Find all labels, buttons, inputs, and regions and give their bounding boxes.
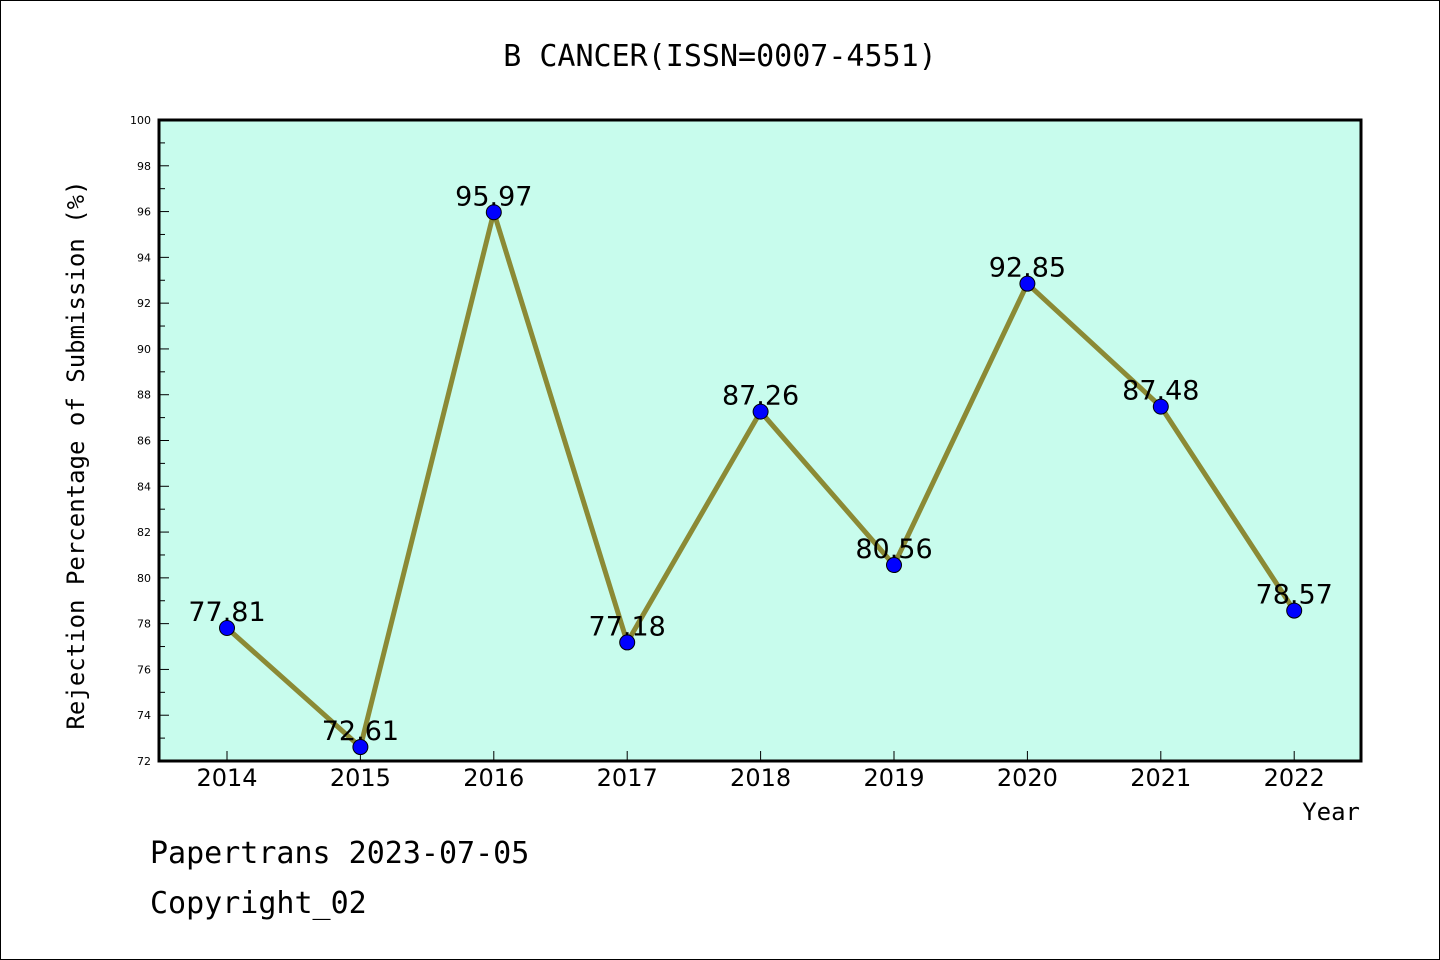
data-label: 95.97 (455, 181, 532, 212)
x-tick-label: 2021 (1130, 764, 1191, 792)
y-tick-label: 96 (137, 206, 151, 219)
y-axis-label: Rejection Percentage of Submission (%) (62, 180, 90, 729)
y-tick-label: 90 (137, 343, 151, 356)
y-tick-label: 98 (137, 160, 151, 173)
x-tick-label: 2020 (997, 764, 1058, 792)
y-tick-label: 74 (137, 709, 151, 722)
x-tick-label: 2017 (597, 764, 658, 792)
series-line (224, 209, 1297, 750)
series-segment (891, 281, 1030, 568)
y-tick-label: 94 (137, 251, 151, 264)
data-label: 72.61 (322, 716, 399, 747)
series-segment (224, 625, 363, 750)
y-tick-label: 76 (137, 663, 151, 676)
data-point (619, 634, 636, 651)
y-tick-label: 80 (137, 572, 151, 585)
series-segment (1158, 404, 1297, 614)
data-label: 78.57 (1256, 580, 1333, 611)
x-tick-label: 2022 (1264, 764, 1325, 792)
x-tick-label: 2015 (330, 764, 391, 792)
chart-title: B CANCER(ISSN=0007-4551) (503, 39, 936, 74)
y-tick-label: 92 (137, 297, 151, 310)
data-point (219, 619, 235, 636)
data-point (352, 739, 369, 756)
data-point (1152, 398, 1169, 415)
y-tick-label: 88 (137, 389, 151, 402)
y-tick-label: 84 (137, 480, 151, 493)
footer-copyright: Copyright_02 (150, 886, 367, 921)
x-axis: 2014 2015 2016 2017 2018 2019 2020 2021 2022 (196, 751, 1325, 792)
data-point (1019, 275, 1036, 292)
data-labels: 77.81 72.61 95.97 77.18 87.26 80.56 92.85 87.48… (188, 181, 1332, 747)
data-label: 77.18 (589, 611, 666, 642)
footer-date: Papertrans 2023-07-05 (150, 836, 529, 871)
data-label: 87.26 (722, 381, 799, 412)
x-axis-label: Year (1302, 798, 1360, 826)
data-label: 92.85 (989, 253, 1066, 284)
series-segment (491, 209, 630, 645)
data-label: 87.48 (1122, 376, 1199, 407)
plot-area (159, 120, 1361, 761)
data-point (485, 204, 502, 221)
x-tick-label: 2018 (730, 764, 791, 792)
series-segment (357, 209, 497, 750)
data-point (886, 557, 902, 574)
y-tick-label: 82 (137, 526, 151, 539)
y-tick-label: 72 (137, 755, 151, 768)
series-segment (1024, 281, 1164, 410)
y-tick-label: 78 (137, 618, 151, 631)
y-axis: 72 74 76 78 80 82 84 86 88 90 92 94 96 98 100 (130, 114, 169, 768)
series-segment (624, 409, 764, 645)
x-tick-label: 2016 (463, 764, 524, 792)
data-point (752, 403, 769, 420)
y-tick-label: 86 (137, 435, 151, 448)
x-tick-label: 2014 (196, 764, 257, 792)
data-point (1286, 602, 1303, 619)
plot-border (157, 118, 1363, 763)
y-tick-label: 100 (130, 114, 151, 127)
data-label: 80.56 (855, 534, 932, 565)
data-label: 77.81 (188, 597, 265, 628)
series-markers (219, 204, 1303, 756)
series-segment (758, 409, 897, 568)
x-tick-label: 2019 (863, 764, 924, 792)
